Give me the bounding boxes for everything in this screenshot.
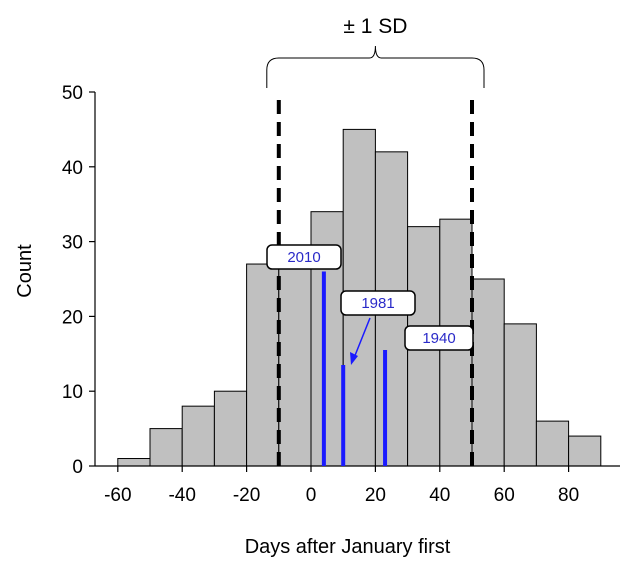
sd-bracket [266,45,485,88]
x-tick-label: 20 [365,485,386,506]
x-axis-label: Days after January first [245,536,451,558]
y-tick-label: 30 [62,233,83,254]
y-tick-label: 20 [62,307,83,328]
year-marker-arrow [353,317,371,359]
year-label: 2010 [287,249,320,266]
y-tick-label: 10 [62,382,83,403]
histogram-bar [503,323,537,467]
x-tick-label: -20 [233,485,260,506]
x-tick-label: 80 [558,485,579,506]
year-label-box [340,290,416,316]
histogram-bar [278,263,312,467]
y-axis-label: Count [14,244,36,298]
histogram-bar [149,428,183,467]
histogram-bar [471,278,505,467]
y-tick-label: 50 [62,83,83,104]
histogram-bar [535,420,570,467]
year-label-box [404,325,474,351]
histogram-bar [181,405,215,467]
year-label: 1981 [361,295,394,312]
histogram-bar [246,263,280,467]
x-tick-label: 60 [494,485,515,506]
histogram-bar [568,435,602,467]
x-tick-label: -40 [168,485,195,506]
x-tick-label: 0 [306,485,317,506]
x-tick-label: 40 [429,485,450,506]
arrow-head [350,352,358,365]
year-label-box [266,244,342,270]
y-tick-label: 40 [62,158,83,179]
x-tick-label: -60 [104,485,131,506]
y-tick-label: 0 [72,457,83,478]
histogram-bar [117,458,151,467]
histogram-bar [213,390,248,467]
year-label: 1940 [422,330,455,347]
sd-bracket-label: ± 1 SD [343,15,407,38]
